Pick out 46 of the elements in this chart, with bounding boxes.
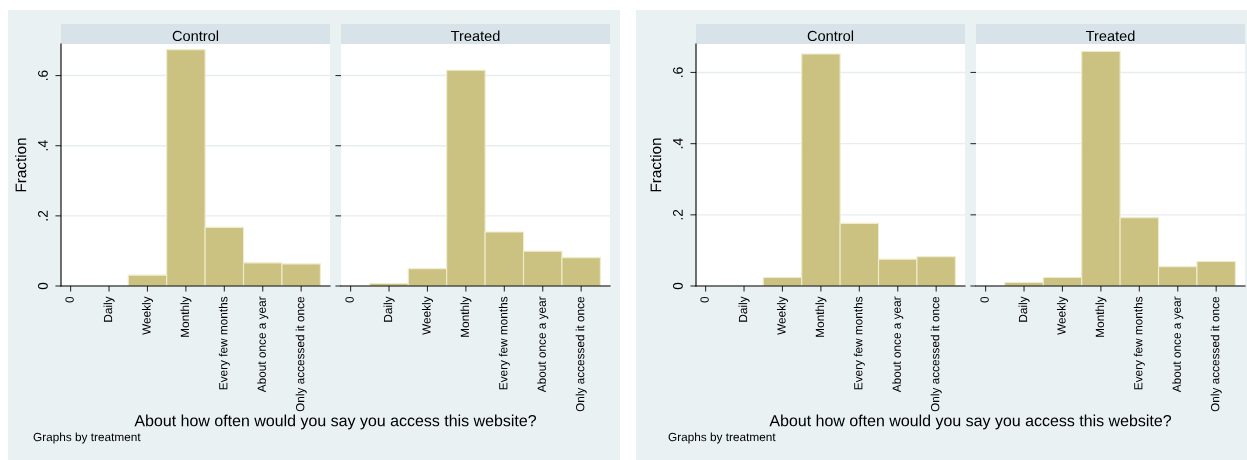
x-tick-label: Weekly bbox=[1056, 296, 1068, 335]
x-tick-label: Weekly bbox=[776, 296, 788, 335]
x-tick-label: 0 bbox=[700, 296, 709, 303]
x-tick-label: 0 bbox=[345, 296, 354, 303]
y-tick-label: .2 bbox=[38, 210, 48, 221]
y-tick-label: 0 bbox=[38, 282, 48, 290]
x-tick-label: Only accessed it once bbox=[930, 296, 942, 412]
chart-title: Treated bbox=[450, 30, 500, 42]
x-tick-label: Only accessed it once bbox=[295, 296, 307, 412]
y-tick-label: .6 bbox=[38, 70, 48, 81]
x-tick-label: 0 bbox=[65, 296, 74, 303]
y-tick-label: .6 bbox=[673, 67, 683, 77]
x-tick-label: About once a year bbox=[257, 296, 269, 393]
x-tick-label: Every few months bbox=[218, 296, 230, 390]
x-tick-label: About once a year bbox=[537, 296, 549, 393]
x-tick-label: Daily bbox=[1018, 296, 1030, 322]
x-tick-label: Every few months bbox=[853, 296, 865, 390]
x-tick-label: Weekly bbox=[141, 296, 153, 335]
x-axis-title: About how often would you say you access this website? bbox=[134, 414, 537, 430]
x-tick-label: Daily bbox=[738, 296, 750, 322]
x-tick-label: Only accessed it once bbox=[1210, 296, 1222, 412]
x-tick-label: Monthly bbox=[815, 296, 827, 337]
x-axis-title: About how often would you say you access this website? bbox=[769, 414, 1172, 430]
text: Graphs by treatment bbox=[668, 432, 776, 444]
x-tick-label: Monthly bbox=[180, 296, 192, 337]
text: Graphs by treatment bbox=[33, 432, 141, 444]
x-tick-label: Daily bbox=[383, 296, 395, 322]
y-tick-label: .4 bbox=[38, 140, 48, 151]
x-tick-label: Weekly bbox=[421, 296, 433, 335]
chart-title: Control bbox=[172, 30, 219, 42]
x-tick-label: About once a year bbox=[1172, 296, 1184, 393]
chart-title: Treated bbox=[1085, 30, 1135, 42]
x-tick-label: About once a year bbox=[892, 296, 904, 393]
y-tick-label: .2 bbox=[673, 209, 683, 220]
x-tick-label: Only accessed it once bbox=[575, 296, 587, 412]
x-tick-label: Monthly bbox=[460, 296, 472, 337]
x-tick-label: Every few months bbox=[1133, 296, 1145, 390]
y-axis-title: Fraction bbox=[650, 138, 662, 192]
x-tick-label: Every few months bbox=[498, 296, 510, 390]
chart-title: Control bbox=[807, 30, 854, 42]
x-tick-label: Daily bbox=[103, 296, 115, 322]
x-tick-label: 0 bbox=[980, 296, 989, 303]
y-tick-label: 0 bbox=[673, 282, 683, 290]
y-axis-title: Fraction bbox=[15, 138, 27, 192]
y-tick-label: .4 bbox=[673, 138, 683, 149]
x-tick-label: Monthly bbox=[1095, 296, 1107, 337]
